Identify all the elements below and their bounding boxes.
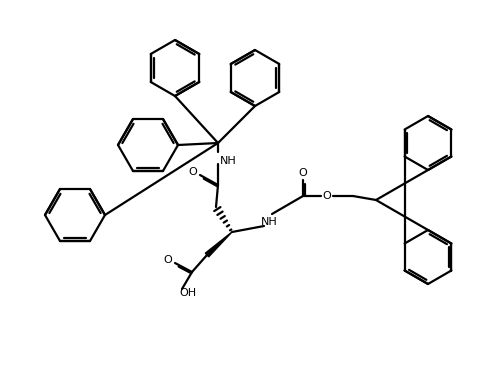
Text: O: O (164, 255, 172, 265)
Text: NH: NH (220, 156, 236, 166)
Text: OH: OH (180, 288, 197, 298)
Text: O: O (323, 191, 331, 201)
Text: NH: NH (261, 217, 277, 227)
Text: O: O (189, 167, 197, 177)
Text: O: O (299, 168, 307, 178)
Polygon shape (205, 232, 232, 257)
